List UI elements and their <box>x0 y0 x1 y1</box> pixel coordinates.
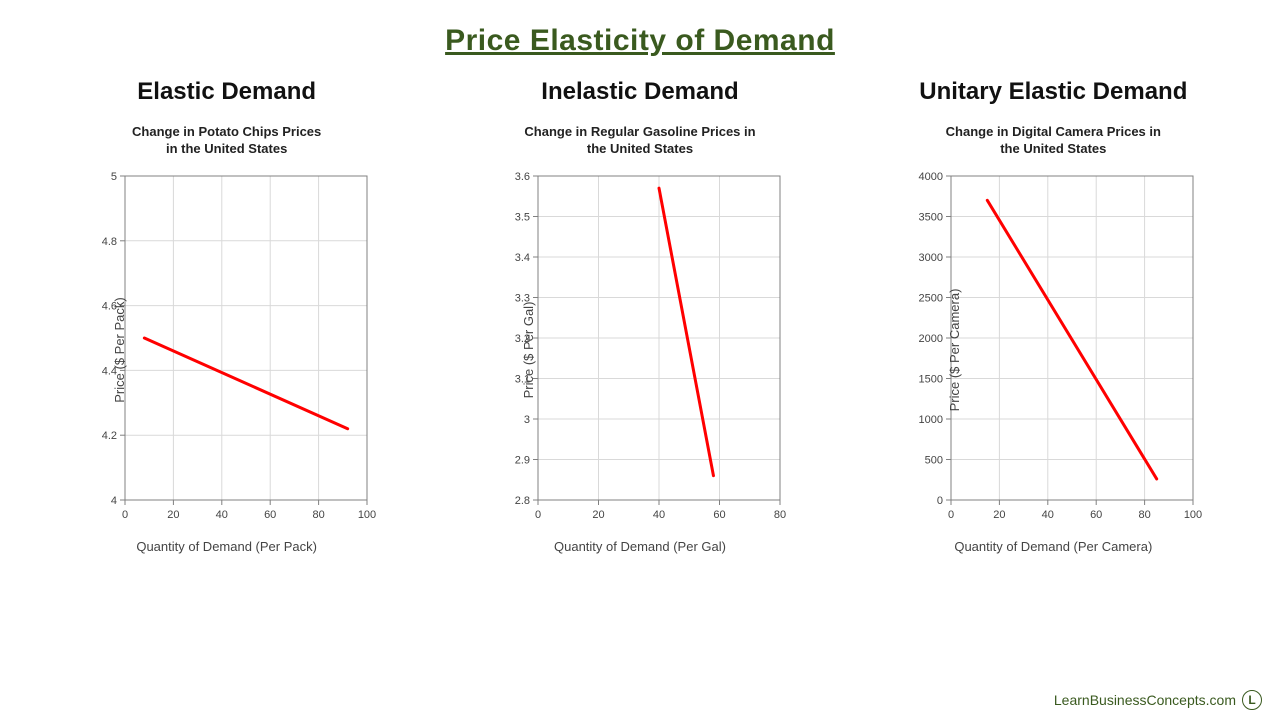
chart-wrap-0: Price ($ Per Pack) 02040608010044.24.44.… <box>77 168 377 533</box>
footer-text: LearnBusinessConcepts.com <box>1054 692 1236 708</box>
svg-text:4: 4 <box>111 495 117 507</box>
chart-wrap-2: Price ($ Per Camera) 0204060801000500100… <box>903 168 1203 533</box>
ylabel-1: Price ($ Per Gal) <box>521 302 536 399</box>
chart-column-2: Unitary Elastic Demand Change in Digital… <box>853 78 1253 554</box>
chart-column-0: Elastic Demand Change in Potato Chips Pr… <box>27 78 427 554</box>
svg-text:2000: 2000 <box>919 333 943 345</box>
svg-text:40: 40 <box>653 509 665 521</box>
xlabel-2: Quantity of Demand (Per Camera) <box>954 539 1152 554</box>
svg-text:60: 60 <box>713 509 725 521</box>
footer: LearnBusinessConcepts.com L <box>1054 690 1262 710</box>
svg-text:1500: 1500 <box>919 373 943 385</box>
svg-text:0: 0 <box>535 509 541 521</box>
svg-text:3.4: 3.4 <box>515 252 530 264</box>
svg-text:5: 5 <box>111 171 117 183</box>
chart-wrap-1: Price ($ Per Gal) 0204060802.82.933.13.2… <box>490 168 790 533</box>
svg-text:3.5: 3.5 <box>515 211 530 223</box>
section-title-1: Inelastic Demand <box>541 78 738 106</box>
ylabel-0: Price ($ Per Pack) <box>112 298 127 403</box>
svg-text:3: 3 <box>524 414 530 426</box>
svg-text:4.8: 4.8 <box>101 236 116 248</box>
svg-text:2.8: 2.8 <box>515 495 530 507</box>
svg-text:80: 80 <box>1139 509 1151 521</box>
chart-column-1: Inelastic Demand Change in Regular Gasol… <box>440 78 840 554</box>
svg-text:0: 0 <box>937 495 943 507</box>
svg-text:60: 60 <box>264 509 276 521</box>
ylabel-2: Price ($ Per Camera) <box>947 289 962 412</box>
svg-text:500: 500 <box>925 454 943 466</box>
xlabel-0: Quantity of Demand (Per Pack) <box>136 539 317 554</box>
chart-title-1: Change in Regular Gasoline Prices in the… <box>524 124 755 158</box>
svg-text:0: 0 <box>122 509 128 521</box>
section-title-2: Unitary Elastic Demand <box>919 78 1187 106</box>
svg-text:4.2: 4.2 <box>101 430 116 442</box>
section-title-0: Elastic Demand <box>137 78 316 106</box>
svg-text:4000: 4000 <box>919 171 943 183</box>
svg-text:3500: 3500 <box>919 211 943 223</box>
xlabel-1: Quantity of Demand (Per Gal) <box>554 539 726 554</box>
svg-text:2500: 2500 <box>919 292 943 304</box>
svg-text:100: 100 <box>1184 509 1202 521</box>
svg-text:60: 60 <box>1090 509 1102 521</box>
footer-logo-icon: L <box>1242 690 1262 710</box>
svg-text:1000: 1000 <box>919 414 943 426</box>
svg-text:0: 0 <box>948 509 954 521</box>
svg-text:40: 40 <box>215 509 227 521</box>
svg-text:3.6: 3.6 <box>515 171 530 183</box>
svg-text:100: 100 <box>357 509 375 521</box>
svg-text:40: 40 <box>1042 509 1054 521</box>
svg-text:80: 80 <box>774 509 786 521</box>
svg-text:3000: 3000 <box>919 252 943 264</box>
svg-text:20: 20 <box>994 509 1006 521</box>
svg-text:20: 20 <box>592 509 604 521</box>
chart-title-2: Change in Digital Camera Prices in the U… <box>946 124 1161 158</box>
charts-row: Elastic Demand Change in Potato Chips Pr… <box>0 78 1280 554</box>
page-title: Price Elasticity of Demand <box>0 0 1280 68</box>
svg-text:20: 20 <box>167 509 179 521</box>
svg-text:2.9: 2.9 <box>515 454 530 466</box>
chart-title-0: Change in Potato Chips Prices in the Uni… <box>132 124 321 158</box>
svg-text:80: 80 <box>312 509 324 521</box>
